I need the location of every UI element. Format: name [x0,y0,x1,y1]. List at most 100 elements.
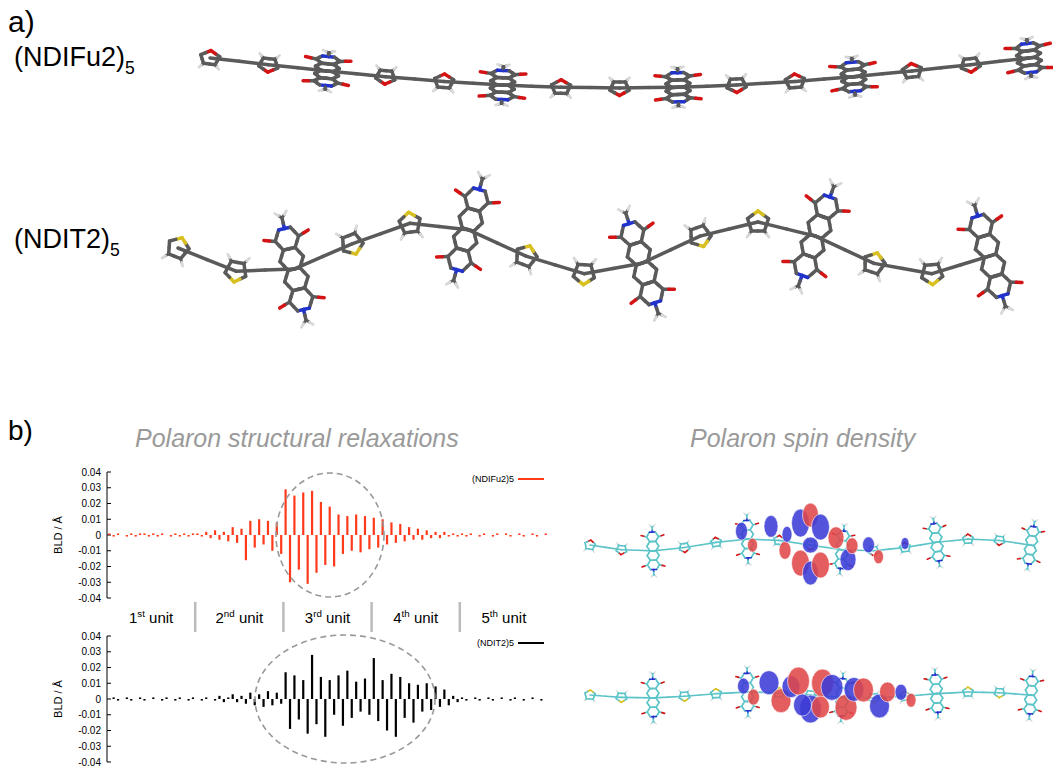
bar [479,699,481,701]
bond [1030,37,1033,38]
y-tick [107,582,111,583]
bond [610,235,616,239]
unit-separator [370,602,373,632]
unit-separator [459,602,462,632]
y-tick-label: 0.02 [82,498,102,509]
bond [941,567,943,568]
bond [328,91,331,92]
bond [495,103,498,107]
bond [921,78,923,80]
bond [877,253,881,258]
bond [343,84,348,85]
bond [410,223,439,226]
unit-label: 1st unit [129,608,174,626]
bond [763,539,779,541]
bond [721,699,722,700]
bar [426,530,428,535]
y-tick-label: -0.01 [78,709,101,720]
unit-separator [282,602,285,632]
bond [637,549,653,551]
y-tick [107,730,111,731]
bar [320,502,322,535]
bond [476,266,481,269]
chart: -0.04-0.03-0.02-0.0100.010.020.030.04BLD… [52,467,547,604]
bond [646,246,650,250]
bar [333,535,335,567]
bond [654,672,655,673]
bond [971,69,975,72]
bond [590,690,592,692]
molecule-ndit2 [162,172,1022,327]
bond [846,55,849,59]
bond [437,255,443,259]
bond [415,79,444,81]
bar [540,699,542,701]
unit-separator [194,602,197,632]
bar [337,675,339,699]
bar [324,535,326,565]
y-tick [107,566,111,567]
y-tick-label: -0.04 [78,593,101,604]
bar [192,697,194,699]
bar [258,519,260,535]
y-tick [107,519,111,520]
bond [621,701,624,703]
bar [430,535,432,538]
bond [933,281,938,285]
bond [883,71,912,74]
bar [315,699,317,724]
bar [492,535,494,537]
bar [245,535,247,560]
bond [673,107,676,108]
bond [830,65,835,69]
bar [285,672,287,699]
subscript: 5 [110,240,120,260]
bond [657,691,659,693]
bar [536,535,538,537]
bond [940,535,942,537]
bond [912,68,941,71]
bond [561,80,566,83]
bond [846,524,848,525]
bar [545,699,547,700]
bar [417,529,419,535]
bond [687,89,690,91]
bar [267,691,269,699]
bond [494,201,500,205]
bar [509,699,511,701]
bar [135,535,137,537]
bar [170,535,172,537]
bar [456,535,458,537]
bond [306,57,311,58]
bond [323,50,326,51]
bond [671,66,674,70]
bond [479,94,484,98]
bond [941,65,970,68]
bond [650,672,652,673]
bar [342,535,344,554]
bond [688,689,689,690]
bar [267,521,269,535]
bar [452,533,454,535]
bond [655,576,657,577]
y-tick [107,683,111,684]
bar [346,516,348,535]
bar [382,680,384,699]
bond [845,250,874,264]
bond [716,692,732,694]
bond [927,558,930,559]
y-tick [107,699,111,700]
bar [108,533,110,535]
spin-lobe [901,537,909,549]
bar [501,697,503,699]
y-tick-label: 0.03 [82,482,102,493]
bar [483,699,485,700]
bond [756,522,759,524]
bond [420,234,423,237]
bond [766,81,795,83]
bar [174,533,176,535]
bar [302,492,304,535]
bars [113,655,543,737]
bond [1038,59,1041,60]
spin-lobe [874,550,884,564]
